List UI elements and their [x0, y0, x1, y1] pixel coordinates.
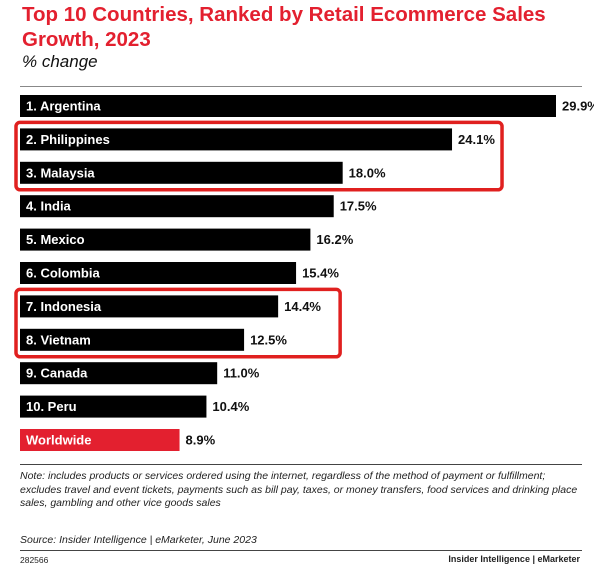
value-label-argentina: 29.9% [562, 99, 594, 114]
bottom-divider [20, 550, 582, 551]
bar-malaysia [20, 161, 343, 184]
bar-label-mexico: 5. Mexico [26, 232, 85, 247]
value-label-vietnam: 12.5% [250, 332, 287, 347]
value-label-malaysia: 18.0% [349, 165, 386, 180]
bar-label-worldwide: Worldwide [26, 433, 91, 448]
bar-label-india: 4. India [26, 199, 72, 214]
highlight-box-2 [14, 287, 342, 359]
chart-id: 282566 [20, 555, 49, 565]
brand-label: Insider Intelligence | eMarketer [448, 554, 580, 564]
bar-canada [20, 362, 218, 385]
value-label-indonesia: 14.4% [284, 299, 321, 314]
value-label-worldwide: 8.9% [186, 433, 216, 448]
bar-label-philippines: 2. Philippines [26, 132, 110, 147]
bar-indonesia [20, 295, 279, 318]
bar-philippines [20, 128, 453, 151]
bar-india [20, 195, 334, 218]
value-label-philippines: 24.1% [458, 132, 495, 147]
bar-label-argentina: 1. Argentina [26, 99, 101, 114]
value-label-india: 17.5% [340, 199, 377, 214]
bar-vietnam [20, 328, 245, 351]
bar-colombia [20, 262, 297, 284]
bar-label-vietnam: 8. Vietnam [26, 332, 91, 347]
value-label-canada: 11.0% [223, 366, 260, 381]
value-label-peru: 10.4% [212, 399, 249, 414]
bar-label-indonesia: 7. Indonesia [26, 299, 102, 314]
footer-divider [20, 464, 582, 465]
highlight-box-1 [14, 120, 504, 192]
bar-mexico [20, 228, 311, 251]
bar-label-peru: 10. Peru [26, 399, 77, 414]
footnote: Note: includes products or services orde… [20, 470, 578, 509]
bar-worldwide [20, 429, 180, 451]
bar-label-colombia: 6. Colombia [26, 266, 100, 281]
chart-subtitle: % change [22, 52, 98, 71]
source-line: Source: Insider Intelligence | eMarketer… [20, 534, 257, 546]
value-label-mexico: 16.2% [316, 232, 353, 247]
value-label-colombia: 15.4% [302, 266, 339, 281]
bar-argentina [20, 95, 556, 117]
bar-peru [20, 395, 207, 418]
bar-label-canada: 9. Canada [26, 366, 88, 381]
top-divider [20, 86, 582, 87]
bar-chart: 1. Argentina 29.9% 2. Philippines 24.1% 3. M… [14, 95, 594, 451]
bar-label-malaysia: 3. Malaysia [26, 165, 95, 180]
chart-title: Top 10 Countries, Ranked by Retail Ecomm… [22, 3, 546, 51]
